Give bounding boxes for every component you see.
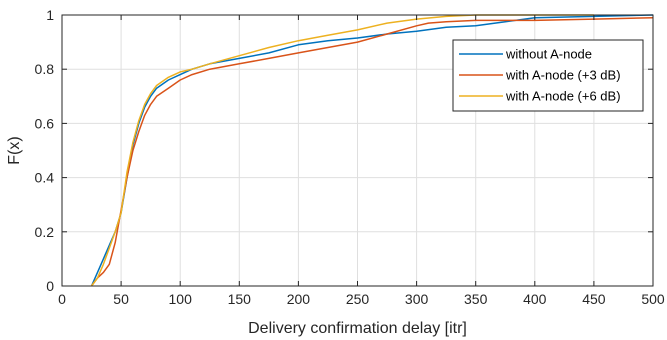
y-axis-label: F(x): [6, 136, 23, 164]
y-tick-labels: 0 0.2 0.4 0.6 0.8 1: [35, 7, 55, 294]
legend: without A-node with A-node (+3 dB) with A-…: [452, 39, 644, 112]
x-tick-label: 300: [405, 291, 429, 307]
x-tick-label: 350: [464, 291, 488, 307]
legend-entry: without A-node: [505, 47, 592, 62]
y-tick-label: 0.2: [35, 224, 55, 240]
series-line: [90, 14, 594, 287]
x-tick-label: 100: [169, 291, 193, 307]
x-tick-label: 400: [523, 291, 547, 307]
x-tick-label: 50: [113, 291, 129, 307]
x-tick-label: 150: [228, 291, 252, 307]
legend-entry: with A-node (+6 dB): [505, 89, 621, 104]
x-tick-label: 0: [58, 291, 66, 307]
x-tick-label: 250: [346, 291, 370, 307]
x-tick-label: 500: [641, 291, 665, 307]
series-lines: [90, 14, 654, 287]
y-tick-label: 0: [46, 278, 54, 294]
y-tick-label: 0.6: [35, 115, 55, 131]
y-tick-label: 1: [46, 7, 54, 23]
x-tick-label: 200: [287, 291, 311, 307]
tick-marks: [61, 14, 654, 287]
legend-entry: with A-node (+3 dB): [505, 68, 621, 83]
y-tick-label: 0.8: [35, 61, 55, 77]
y-tick-label: 0.4: [35, 170, 55, 186]
x-tick-label: 450: [582, 291, 606, 307]
x-axis-label: Delivery confirmation delay [itr]: [248, 320, 467, 337]
x-tick-labels: 0 50 100 150 200 250 300 350 400 450 500: [58, 291, 665, 307]
